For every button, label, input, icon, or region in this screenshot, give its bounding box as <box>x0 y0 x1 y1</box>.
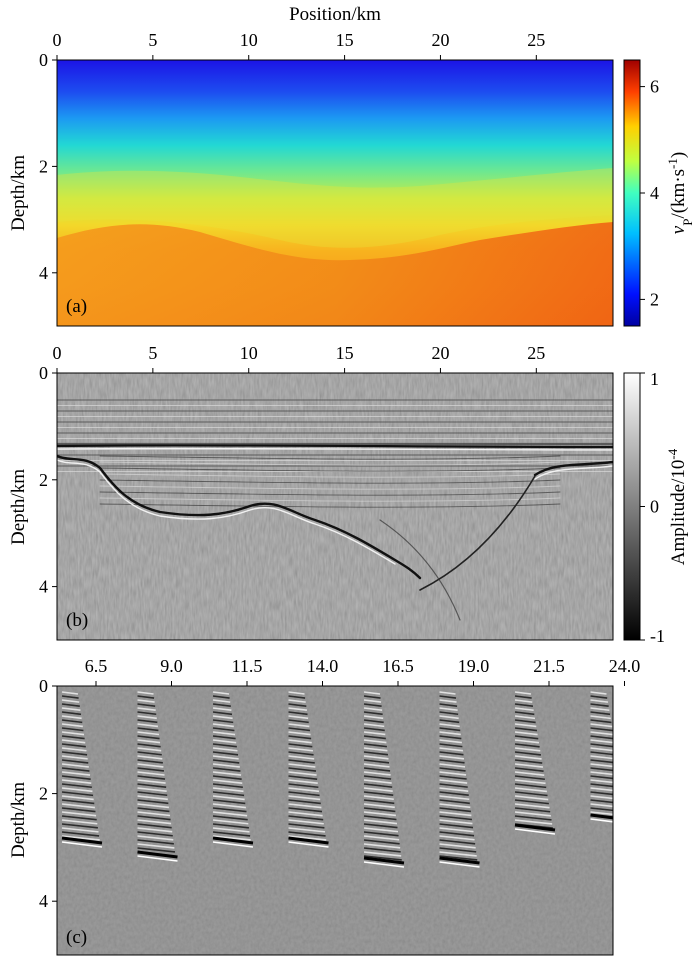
panel-c-y-tick-label: 4 <box>39 891 48 911</box>
panel-b-colorbar <box>623 372 641 641</box>
panel-b-y-tick-label: 4 <box>39 577 48 597</box>
panel-a-y-tick-label: 2 <box>39 156 48 176</box>
panel-b-colorbar-tick-label: 0 <box>650 497 659 517</box>
panel-a: Position/km 0 5 10 15 20 25 024 Depth/km (a) … <box>8 4 695 327</box>
panel-a-colorbar-tick-label: 4 <box>650 183 659 203</box>
panel-c-y-ticks: 0 2 4 <box>39 676 57 911</box>
panel-a-tag: (a) <box>66 296 87 317</box>
panel-b-y-tick-label: 0 <box>39 363 48 383</box>
panel-a-y-tick-label: 0 <box>39 50 48 70</box>
panel-c-x-tick-label: 19.0 <box>458 656 490 676</box>
panel-c-x-tick-label: 14.0 <box>307 656 339 676</box>
panel-a-x-tick-label: 15 <box>336 30 354 50</box>
panel-b: 0 5 10 15 20 25 024 Depth/km (b) 10-1 Amplitu… <box>8 343 689 646</box>
panel-a-colorbar-tick-label: 2 <box>650 289 659 309</box>
panel-c: 6.5 9.0 11.5 14.0 16.5 19.0 21.5 24.0 0 2 4 Depth… <box>8 656 641 956</box>
panel-b-x-tick-label: 15 <box>336 343 354 363</box>
panel-c-x-ticks: 6.5 9.0 11.5 14.0 16.5 19.0 21.5 24.0 <box>85 656 641 686</box>
panel-a-x-tick-label: 0 <box>53 30 62 50</box>
panel-b-ylabel: Depth/km <box>8 469 29 545</box>
panel-b-colorbar-ticks: 1 0 -1 <box>640 369 665 646</box>
panel-a-x-ticks: 0 5 10 15 20 25 <box>53 30 545 60</box>
panel-c-x-tick-label: 16.5 <box>382 656 414 676</box>
panel-b-x-tick-label: 0 <box>53 343 62 363</box>
panel-c-x-tick-label: 21.5 <box>533 656 565 676</box>
panel-a-x-tick-label: 10 <box>240 30 258 50</box>
panel-a-colorbar-ticks: 2 4 6 <box>640 77 659 309</box>
panel-c-x-tick-label: 11.5 <box>232 656 263 676</box>
panel-b-x-tick-label: 20 <box>431 343 449 363</box>
panel-c-x-tick-label: 24.0 <box>609 656 641 676</box>
panel-a-x-tick-label: 20 <box>431 30 449 50</box>
panel-b-colorbar-label: Amplitude/10-4 <box>665 448 690 565</box>
panel-b-y-tick-label: 2 <box>39 470 48 490</box>
panel-b-x-tick-label: 25 <box>527 343 545 363</box>
panel-c-ylabel: Depth/km <box>8 782 29 858</box>
panel-b-migrated-image <box>57 373 613 640</box>
panel-c-gathers <box>57 686 613 955</box>
panel-a-colorbar-label: vP/(km·s-1) <box>665 152 695 234</box>
panel-a-x-tick-label: 5 <box>148 30 157 50</box>
panel-b-tag: (b) <box>66 610 88 631</box>
panel-b-colorbar-tick-label: -1 <box>650 626 665 646</box>
panel-b-colorbar-tick-label: 1 <box>650 369 659 389</box>
panel-b-x-ticks: 0 5 10 15 20 25 <box>53 343 545 373</box>
panel-a-xlabel: Position/km <box>289 4 381 25</box>
panel-b-x-tick-label: 10 <box>240 343 258 363</box>
panel-c-tag: (c) <box>66 927 87 948</box>
panel-a-colorbar <box>623 59 641 327</box>
panel-a-x-tick-label: 25 <box>527 30 545 50</box>
panel-c-x-tick-label: 6.5 <box>85 656 108 676</box>
panel-c-y-tick-label: 2 <box>39 784 48 804</box>
panel-b-x-tick-label: 5 <box>148 343 157 363</box>
panel-c-x-tick-label: 9.0 <box>160 656 183 676</box>
panel-a-y-tick-label: 4 <box>39 263 48 283</box>
panel-a-ylabel: Depth/km <box>8 155 29 231</box>
panel-a-y-ticks: 0 2 4 <box>39 50 57 283</box>
panel-b-y-ticks: 0 2 4 <box>39 363 57 597</box>
panel-a-velocity-field <box>57 60 613 326</box>
panel-c-y-tick-label: 0 <box>39 676 48 696</box>
panel-a-colorbar-tick-label: 6 <box>650 77 659 97</box>
